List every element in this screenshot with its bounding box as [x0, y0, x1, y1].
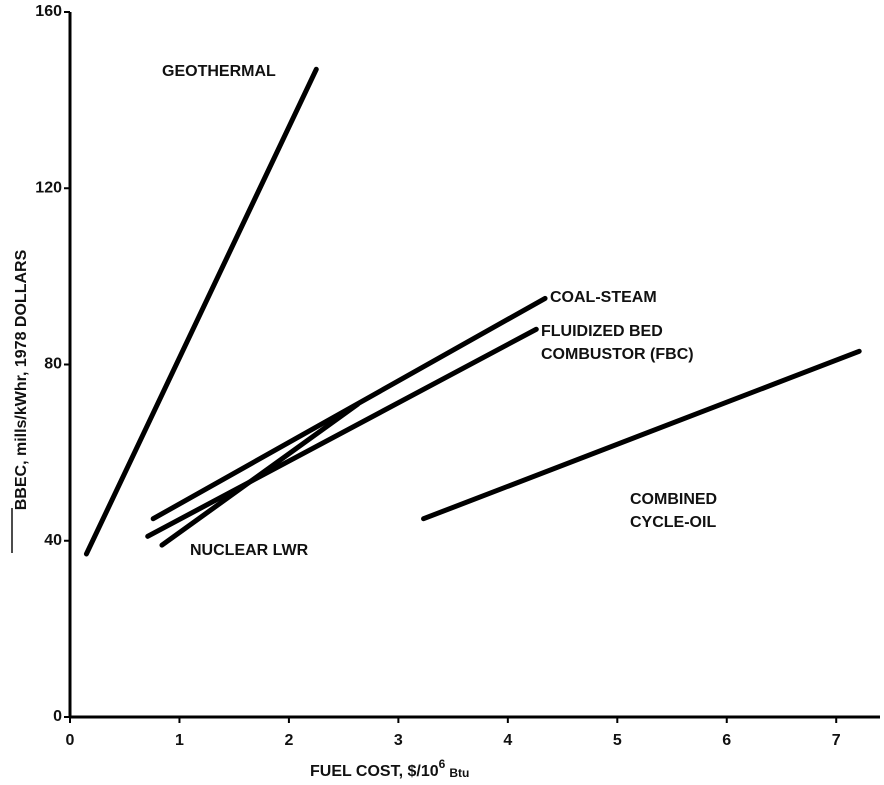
series-label: COMBINED [630, 491, 717, 508]
y-tick-label: 160 [35, 3, 62, 20]
x-tick-label: 1 [175, 732, 184, 749]
y-tick-label: 80 [44, 356, 62, 373]
y-axis-label: BBEC, mills/kWhr, 1978 DOLLARS [13, 249, 30, 510]
series-label: FLUIDIZED BED [541, 323, 663, 340]
series-label: CYCLE-OIL [630, 514, 716, 531]
x-tick-label: 3 [394, 732, 403, 749]
y-tick-label: 0 [53, 708, 62, 725]
x-tick-label: 6 [722, 732, 731, 749]
x-tick-label: 4 [503, 732, 512, 749]
y-tick-label: 40 [44, 532, 62, 549]
x-label-sup: 6 [439, 757, 446, 771]
x-tick-label: 0 [66, 732, 75, 749]
series-line [421, 348, 862, 522]
series-line [159, 401, 361, 548]
x-axis-label: FUEL COST, $/106Btu [310, 757, 469, 780]
series-label: COMBUSTOR (FBC) [541, 346, 694, 363]
y-tick-label: 120 [35, 179, 62, 196]
series-label: GEOTHERMAL [162, 63, 276, 80]
series-line [145, 326, 539, 539]
x-label-text: FUEL COST, $/10 [310, 763, 439, 780]
x-tick-label: 5 [613, 732, 622, 749]
series-line [83, 66, 319, 557]
series-label: NUCLEAR LWR [190, 542, 309, 559]
x-tick-label: 7 [832, 732, 841, 749]
x-tick-label: 2 [284, 732, 293, 749]
x-label-unit: Btu [449, 766, 469, 780]
series-label: COAL-STEAM [550, 289, 657, 306]
